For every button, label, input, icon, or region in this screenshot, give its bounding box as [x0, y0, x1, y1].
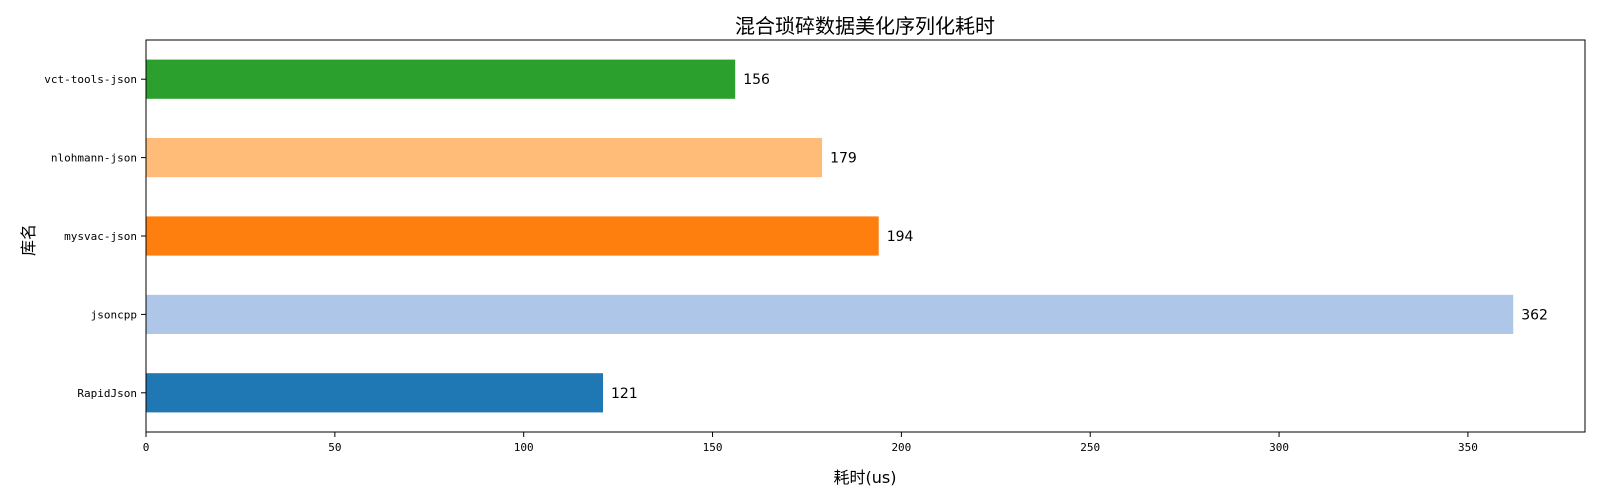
bar-RapidJson	[146, 373, 604, 413]
x-tick-label: 200	[891, 441, 911, 454]
data-label-nlohmann-json: 179	[830, 151, 857, 167]
x-tick-label: 50	[328, 441, 341, 454]
data-label-mysvac-json: 194	[887, 229, 914, 245]
data-label-vct-tools-json: 156	[743, 72, 770, 88]
x-tick-label: 100	[514, 441, 534, 454]
plot-frame	[145, 39, 1586, 433]
bar-vct-tools-json	[146, 59, 736, 99]
data-label-jsoncpp: 362	[1521, 307, 1548, 323]
data-label-RapidJson: 121	[611, 386, 638, 402]
x-tick-label: 300	[1269, 441, 1289, 454]
bar-mysvac-json	[146, 216, 879, 256]
x-axis-label: 耗时(us)	[834, 468, 897, 487]
bar-jsoncpp	[146, 294, 1514, 334]
y-tick-label: nlohmann-json	[51, 152, 137, 165]
x-tick-label: 350	[1458, 441, 1478, 454]
plot-area: 121 RapidJson 362 jsoncpp 194 mysvac-json 179 n…	[44, 39, 1586, 454]
y-tick-label: vct-tools-json	[44, 73, 137, 86]
y-axis-label: 库名	[19, 224, 38, 256]
y-tick-label: RapidJson	[77, 387, 137, 400]
chart-title: 混合琐碎数据美化序列化耗时	[735, 14, 995, 38]
bar-nlohmann-json	[146, 138, 823, 178]
x-tick-label: 150	[703, 441, 723, 454]
y-tick-label: jsoncpp	[91, 308, 137, 321]
x-tick-label: 0	[143, 441, 150, 454]
x-tick-label: 250	[1080, 441, 1100, 454]
y-tick-label: mysvac-json	[64, 230, 137, 243]
